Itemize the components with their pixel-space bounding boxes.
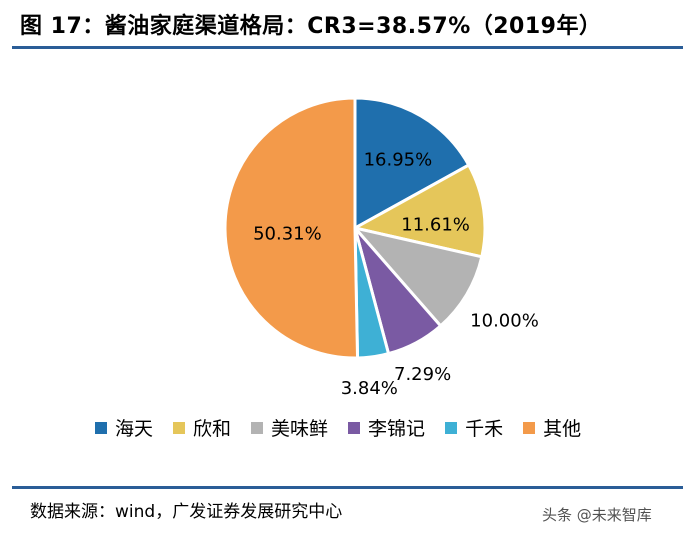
source-note: 数据来源：wind，广发证券发展研究中心 bbox=[30, 502, 343, 522]
slice-label-2: 11.61% bbox=[401, 214, 470, 235]
legend-label: 李锦记 bbox=[368, 418, 426, 440]
legend-swatch bbox=[523, 421, 536, 434]
legend-item-3: 美味鲜 bbox=[251, 414, 328, 441]
slice-label-3: 10.00% bbox=[470, 311, 539, 332]
legend-item-1: 海天 bbox=[95, 414, 153, 441]
pie-slice-1 bbox=[353, 96, 471, 231]
legend-swatch bbox=[173, 421, 186, 434]
legend-item-5: 千禾 bbox=[445, 414, 503, 441]
title-rule bbox=[12, 46, 683, 49]
legend-item-2: 欣和 bbox=[173, 414, 231, 441]
legend-label: 海天 bbox=[115, 418, 154, 440]
legend-label: 其他 bbox=[543, 418, 582, 440]
pie-slice-3 bbox=[350, 225, 484, 328]
watermark: 头条 @未来智库 bbox=[542, 506, 652, 524]
legend-swatch bbox=[348, 421, 361, 434]
slice-label-6: 50.31% bbox=[253, 224, 322, 245]
source-rule bbox=[12, 486, 683, 489]
slice-label-5: 3.84% bbox=[341, 378, 398, 399]
slice-label-1: 16.95% bbox=[364, 149, 433, 170]
legend-label: 欣和 bbox=[193, 418, 232, 440]
chart-legend: 海天 欣和 美味鲜 李锦记 千禾 其他 bbox=[95, 414, 581, 441]
legend-swatch bbox=[251, 421, 264, 434]
legend-item-6: 其他 bbox=[523, 414, 581, 441]
pie-slice-6 bbox=[223, 96, 360, 360]
legend-label: 美味鲜 bbox=[271, 418, 329, 440]
legend-swatch bbox=[445, 421, 458, 434]
legend-item-4: 李锦记 bbox=[348, 414, 425, 441]
page-title: 图 17：酱油家庭渠道格局：CR3=38.57%（2019年） bbox=[20, 14, 602, 39]
slice-label-4: 7.29% bbox=[394, 364, 451, 385]
legend-swatch bbox=[95, 421, 107, 434]
legend-label: 千禾 bbox=[465, 418, 504, 440]
